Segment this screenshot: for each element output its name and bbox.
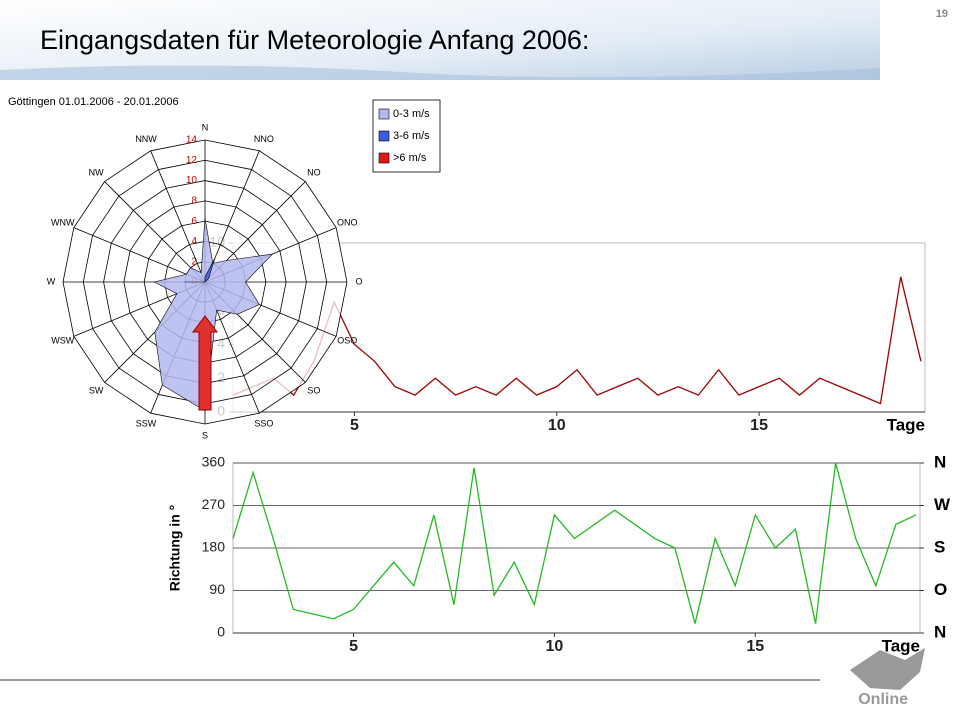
slide-title: Eingangsdaten für Meteorologie Anfang 20… (40, 25, 589, 55)
r-tick-label: 8 (191, 195, 197, 206)
rose-spoke (73, 227, 206, 283)
logo-shape (850, 648, 925, 690)
direction-label: NNO (254, 134, 274, 144)
direction-label: SW (89, 385, 104, 395)
x-tick-label: 10 (546, 638, 564, 655)
direction-label: S (202, 430, 208, 440)
legend-label: >6 m/s (393, 152, 427, 164)
direction-label: WSW (51, 335, 74, 345)
x-tick-label: 15 (750, 417, 768, 434)
direction-label: W (47, 276, 56, 286)
y2-tick-label: O (934, 580, 947, 599)
x-tick-label: 15 (746, 638, 764, 655)
legend-swatch (378, 130, 390, 142)
direction-label: ONO (337, 217, 358, 227)
arrow (192, 315, 218, 411)
y-tick-label: 360 (202, 454, 226, 470)
r-tick-label: 14 (186, 135, 198, 146)
plot-area (232, 242, 926, 413)
direction-label: WNW (51, 217, 75, 227)
logo-text: Online (858, 691, 908, 708)
r-tick-label: 4 (191, 236, 197, 247)
direction-label: N (202, 122, 209, 132)
y2-tick-label: W (934, 495, 951, 514)
direction-label: SSO (254, 419, 273, 429)
r-tick-label: 10 (186, 175, 198, 186)
x-tick-label: 10 (548, 417, 566, 434)
header-wave (0, 65, 880, 80)
y2-tick-label: S (934, 537, 945, 556)
rose-area (184, 258, 215, 283)
y-tick-label: 270 (202, 496, 226, 512)
data-line (232, 276, 922, 405)
x-axis-label: Tage (882, 636, 920, 655)
r-tick-label: 2 (191, 256, 197, 267)
x-tick-label: 5 (349, 638, 358, 655)
chart-subtitle: Göttingen 01.01.2006 - 20.01.2006 (8, 96, 179, 108)
r-tick-label: 6 (191, 216, 197, 227)
r-tick-label: 12 (186, 155, 198, 166)
y2-tick-label: N (934, 622, 946, 641)
rose-spoke (104, 181, 206, 283)
legend-swatch (378, 152, 390, 164)
legend-label: 3-6 m/s (393, 130, 430, 142)
y-tick-label: 180 (202, 539, 226, 555)
x-tick-label: 5 (350, 417, 359, 434)
y-axis-label: Richtung in ° (167, 505, 183, 591)
legend-swatch (378, 108, 390, 120)
direction-label: O (355, 276, 362, 286)
legend-label: 0-3 m/s (393, 108, 430, 120)
y-tick-label: 0 (217, 624, 225, 640)
rose-spoke (150, 150, 206, 283)
direction-label: NO (307, 167, 321, 177)
direction-label: SSW (136, 419, 157, 429)
page-number: 19 (936, 8, 948, 20)
rose-area (153, 218, 274, 412)
direction-label: SO (307, 385, 320, 395)
direction-label: NW (89, 167, 104, 177)
direction-label: NNW (135, 134, 157, 144)
y-tick-label: 90 (209, 581, 225, 597)
direction-label: OSO (337, 335, 357, 345)
y2-tick-label: N (934, 452, 946, 471)
data-line (232, 462, 917, 624)
x-axis-label: Tage (887, 415, 925, 434)
